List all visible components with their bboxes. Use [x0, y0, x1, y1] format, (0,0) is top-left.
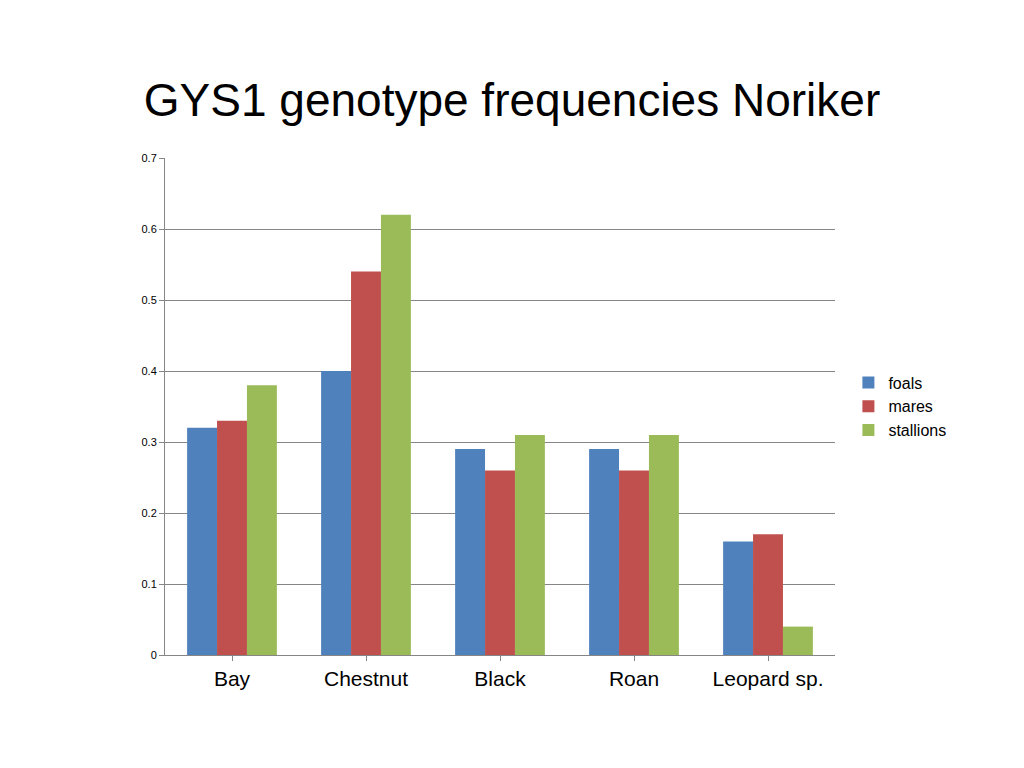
svg-text:Black: Black [474, 667, 526, 690]
svg-text:0.1: 0.1 [142, 578, 157, 590]
svg-text:0.6: 0.6 [142, 223, 157, 235]
svg-text:0.5: 0.5 [142, 294, 157, 306]
svg-text:Chestnut: Chestnut [324, 667, 408, 690]
svg-text:0: 0 [151, 649, 157, 661]
svg-text:mares: mares [888, 398, 932, 415]
svg-text:0.4: 0.4 [142, 365, 157, 377]
svg-text:0.2: 0.2 [142, 507, 157, 519]
svg-text:GYS1 genotype frequencies Nori: GYS1 genotype frequencies Noriker [144, 74, 880, 126]
svg-text:0.7: 0.7 [142, 152, 157, 164]
svg-text:Bay: Bay [214, 667, 251, 690]
svg-text:stallions: stallions [888, 422, 946, 439]
svg-text:0.3: 0.3 [142, 436, 157, 448]
svg-text:foals: foals [888, 375, 922, 392]
svg-text:Roan: Roan [609, 667, 659, 690]
svg-text:Leopard sp.: Leopard sp. [713, 667, 824, 690]
